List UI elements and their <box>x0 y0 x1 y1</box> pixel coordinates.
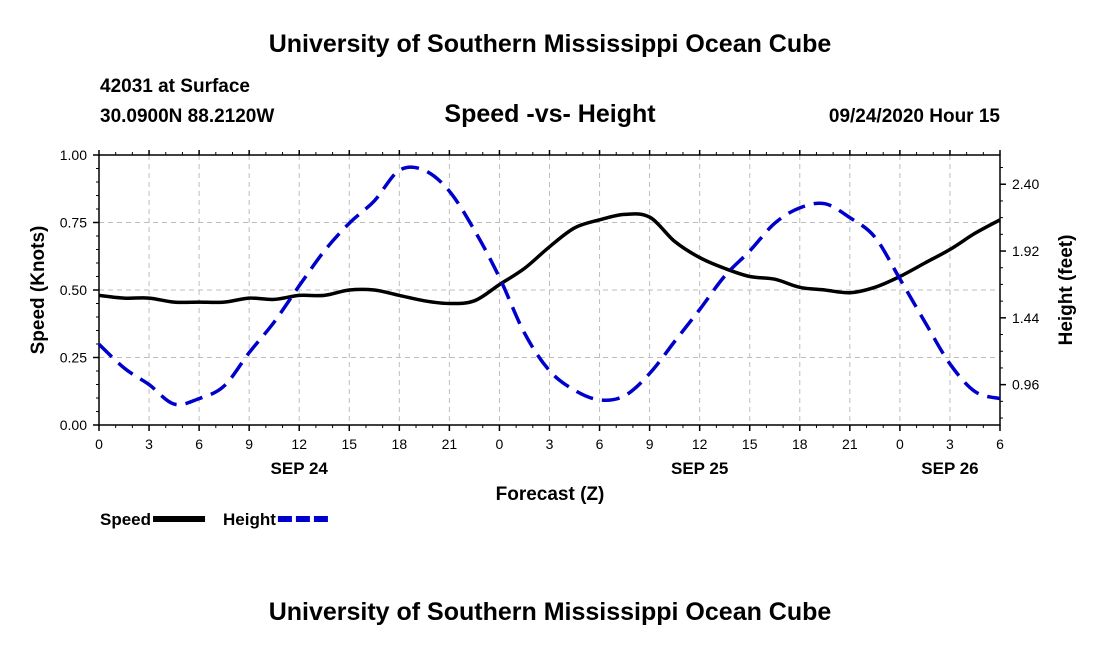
x-tick-label: 12 <box>692 436 708 452</box>
x-tick-label: 0 <box>896 436 904 452</box>
x-tick-label: 3 <box>145 436 153 452</box>
y2-tick-label: 0.96 <box>1012 377 1039 393</box>
x-axis-label: Forecast (Z) <box>496 484 605 505</box>
x-tick-label: 0 <box>496 436 504 452</box>
chart-axes: 0 3 6 9 12 15 18 21 0 3 6 9 12 15 18 21 0 3 6 SEP 24 SEP 25 S… <box>60 147 1040 478</box>
y-tick-label: 0.25 <box>60 350 87 366</box>
x-tick-label: 3 <box>546 436 554 452</box>
x-tick-label: 15 <box>341 436 357 452</box>
y2-tick-label: 2.40 <box>1012 176 1039 192</box>
x-tick-label: 12 <box>291 436 307 452</box>
legend-label-speed: Speed <box>100 510 151 529</box>
x-tick-label: 0 <box>95 436 103 452</box>
x-tick-label: 6 <box>996 436 1004 452</box>
x-tick-label: 21 <box>842 436 858 452</box>
x-tick-label: 18 <box>792 436 808 452</box>
x-tick-label: 3 <box>946 436 954 452</box>
y2-axis-label: Height (feet) <box>1056 235 1077 346</box>
page-title: University of Southern Mississippi Ocean… <box>268 30 832 58</box>
x-tick-label: 9 <box>245 436 253 452</box>
y-tick-label: 0.75 <box>60 215 87 231</box>
footer-title: University of Southern Mississippi Ocean… <box>268 598 832 626</box>
station-coordinates: 30.0900N 88.2120W <box>100 106 275 127</box>
chart-grid <box>99 155 1000 425</box>
series-speed-line <box>98 212 1001 306</box>
series-layer <box>97 165 1001 407</box>
date-label: SEP 26 <box>921 459 978 478</box>
chart-title: Speed -vs- Height <box>444 100 656 128</box>
legend-label-height: Height <box>223 510 276 529</box>
y-tick-label: 1.00 <box>60 147 87 163</box>
y-tick-label: 0.50 <box>60 282 87 298</box>
x-tick-label: 21 <box>442 436 458 452</box>
chart-legend: Speed Height <box>100 510 330 529</box>
x-tick-label: 15 <box>742 436 758 452</box>
y2-tick-label: 1.44 <box>1012 310 1039 326</box>
x-tick-label: 9 <box>646 436 654 452</box>
x-tick-label: 6 <box>195 436 203 452</box>
forecast-datetime: 09/24/2020 Hour 15 <box>828 106 1000 127</box>
y-tick-label: 0.00 <box>60 417 87 433</box>
station-label: 42031 at Surface <box>100 76 250 97</box>
x-tick-label: 6 <box>596 436 604 452</box>
date-label: SEP 24 <box>271 459 329 478</box>
y2-tick-label: 1.92 <box>1012 243 1039 259</box>
x-tick-label: 18 <box>392 436 408 452</box>
series-height-line <box>97 165 1001 407</box>
date-label: SEP 25 <box>671 459 728 478</box>
y-axis-label: Speed (Knots) <box>28 226 49 355</box>
